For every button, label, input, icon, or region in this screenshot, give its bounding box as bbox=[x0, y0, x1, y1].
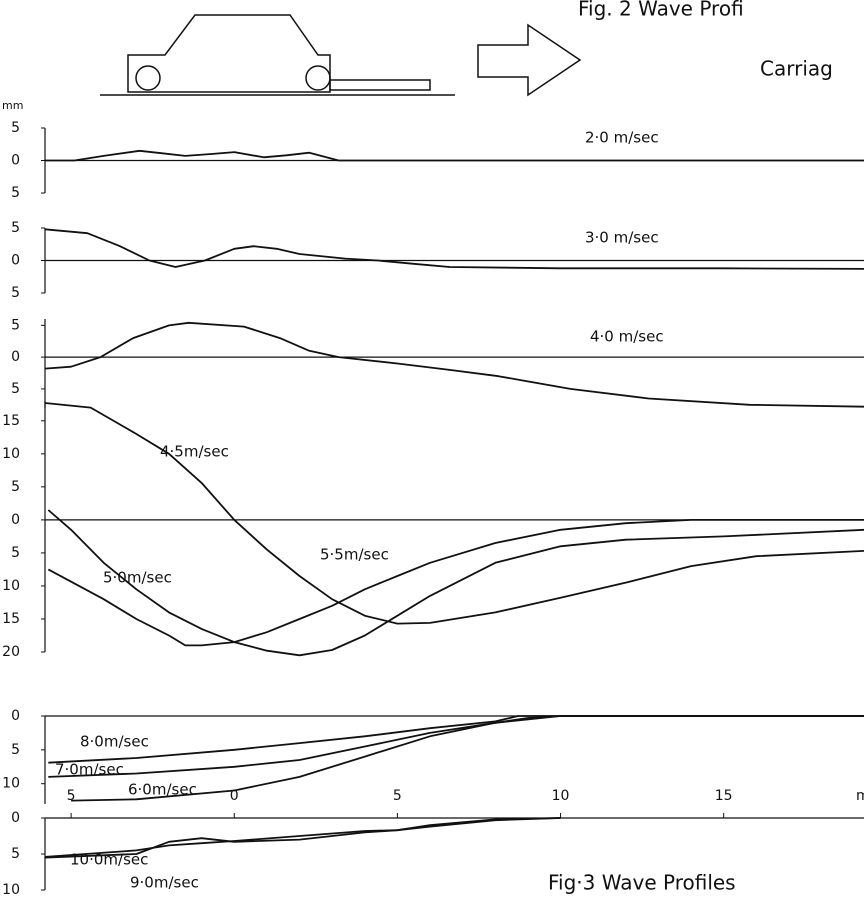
wave-profile bbox=[45, 403, 864, 624]
series-label: 2·0 m/sec bbox=[585, 129, 659, 147]
series-label: 7·0m/sec bbox=[55, 761, 124, 779]
wheel bbox=[136, 66, 160, 90]
y-tick-label: 0 bbox=[11, 253, 20, 269]
fig3-caption: Fig·3 Wave Profiles bbox=[548, 871, 736, 895]
y-axis-label: mm bbox=[2, 99, 23, 112]
series-label: 5·5m/sec bbox=[320, 546, 389, 564]
x-tick-label: 10 bbox=[552, 788, 570, 804]
y-tick-label: 5 bbox=[11, 479, 20, 495]
series-label: 3·0 m/sec bbox=[585, 229, 659, 247]
y-tick-label: 10 bbox=[2, 446, 20, 462]
y-tick-label: 0 bbox=[11, 153, 20, 169]
x-tick-label: 5 bbox=[67, 788, 76, 804]
y-tick-label: 5 bbox=[11, 285, 20, 301]
x-axis-label: m bbox=[856, 788, 864, 804]
fig2-title: Fig. 2 Wave Profi bbox=[578, 0, 744, 21]
series-label: 5·0m/sec bbox=[103, 569, 172, 587]
series-label: 4·0 m/sec bbox=[590, 328, 664, 346]
y-tick-label: 15 bbox=[2, 611, 20, 627]
y-tick-label: 5 bbox=[11, 545, 20, 561]
wave-profile bbox=[48, 716, 864, 763]
x-tick-label: 0 bbox=[230, 788, 239, 804]
y-tick-label: 10 bbox=[2, 578, 20, 594]
y-tick-label: 5 bbox=[11, 846, 20, 862]
x-tick-label: 15 bbox=[715, 788, 733, 804]
carriage-drawing bbox=[100, 15, 580, 95]
y-tick-label: 0 bbox=[11, 810, 20, 826]
probe-rod bbox=[330, 80, 430, 90]
wave-profile bbox=[45, 229, 864, 269]
figure: Fig. 2 Wave Profi Carriag Fig·3 Wave Pro… bbox=[0, 0, 864, 920]
y-tick-label: 5 bbox=[11, 317, 20, 333]
y-tick-label: 5 bbox=[11, 381, 20, 397]
y-tick-label: 5 bbox=[11, 120, 20, 136]
y-tick-label: 5 bbox=[11, 220, 20, 236]
y-tick-label: 15 bbox=[2, 413, 20, 429]
wheel bbox=[306, 66, 330, 90]
y-tick-label: 10 bbox=[2, 882, 20, 898]
wave-profile bbox=[45, 151, 864, 161]
series-label: 9·0m/sec bbox=[130, 874, 199, 892]
car-body bbox=[128, 15, 330, 92]
y-tick-label: 5 bbox=[11, 185, 20, 201]
x-tick-label: 5 bbox=[393, 788, 402, 804]
series-label: 4·5m/sec bbox=[160, 443, 229, 461]
y-tick-label: 0 bbox=[11, 349, 20, 365]
direction-arrow bbox=[478, 25, 580, 95]
y-tick-label: 0 bbox=[11, 708, 20, 724]
carriage-label: Carriag bbox=[760, 57, 833, 81]
y-tick-label: 10 bbox=[2, 776, 20, 792]
series-label: 6·0m/sec bbox=[128, 781, 197, 799]
wave-profile bbox=[45, 323, 864, 407]
y-tick-label: 5 bbox=[11, 742, 20, 758]
series-label: 8·0m/sec bbox=[80, 733, 149, 751]
y-tick-label: 0 bbox=[11, 512, 20, 528]
y-tick-label: 20 bbox=[2, 644, 20, 660]
